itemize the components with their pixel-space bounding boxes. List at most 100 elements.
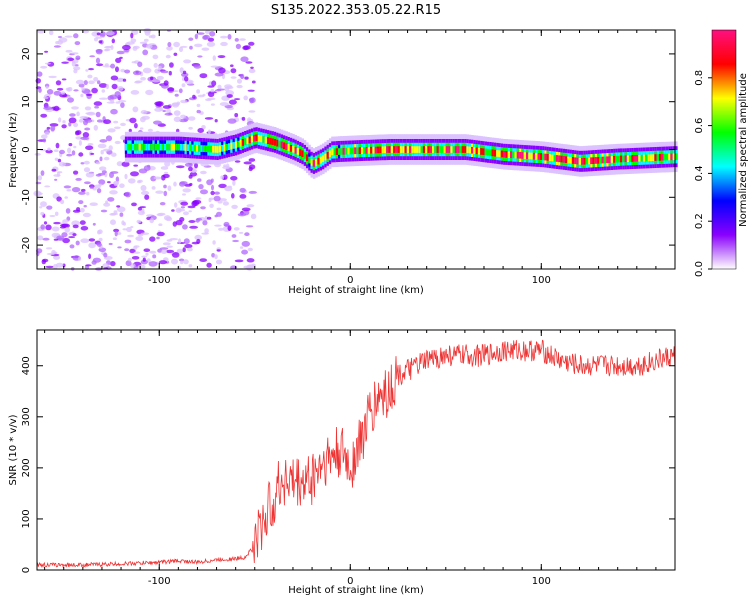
heatmap-noise-cell [239, 187, 246, 193]
heatmap-ridge-cell [138, 143, 142, 151]
heatmap-ridge-cell [317, 157, 320, 165]
heatmap-ridge-cell [422, 146, 426, 153]
heatmap-noise-cell [231, 204, 238, 209]
heatmap-noise-cell [214, 119, 218, 123]
heatmap-noise-cell [55, 262, 64, 268]
spectrogram-x-tick-label: 0 [347, 275, 353, 286]
heatmap-ridge-cell [161, 143, 165, 151]
heatmap-ridge-cell [342, 148, 346, 155]
heatmap-noise-cell [244, 232, 250, 237]
heatmap-noise-cell [98, 183, 103, 186]
heatmap-noise-cell [231, 234, 237, 238]
heatmap-ridge-cell [592, 157, 596, 164]
heatmap-ridge-cell [569, 156, 573, 164]
heatmap-noise-cell [96, 119, 103, 123]
heatmap-noise-cell [234, 38, 239, 42]
heatmap-noise-cell [46, 205, 53, 210]
heatmap-ridge-cell [581, 158, 584, 165]
heatmap-ridge-cell [271, 138, 275, 146]
heatmap-noise-cell [180, 201, 189, 206]
heatmap-ridge-cell [124, 143, 128, 151]
heatmap-noise-cell [71, 150, 76, 156]
heatmap-ridge-cell [379, 146, 382, 154]
heatmap-noise-cell [116, 205, 121, 208]
heatmap-noise-cell [140, 116, 146, 123]
heatmap-noise-cell [65, 49, 73, 53]
heatmap-ridge-cell [413, 146, 417, 153]
heatmap-noise-cell [174, 93, 179, 97]
heatmap-ridge-cell [356, 147, 359, 155]
heatmap-noise-cell [97, 143, 107, 149]
heatmap-noise-cell [157, 248, 163, 253]
heatmap-noise-cell [50, 125, 56, 132]
heatmap-ridge-cell [450, 146, 453, 153]
heatmap-ridge-cell [255, 134, 259, 142]
heatmap-ridge-cell [507, 151, 511, 158]
heatmap-ridge-cell [409, 146, 412, 153]
heatmap-noise-cell [99, 166, 107, 171]
heatmap-ridge-cell [473, 147, 476, 154]
heatmap-noise-cell [116, 161, 123, 167]
heatmap-ridge-cell [319, 156, 323, 164]
heatmap-noise-cell [159, 202, 166, 206]
heatmap-ridge-cell [638, 154, 641, 162]
heatmap-ridge-cell [551, 154, 554, 162]
heatmap-noise-cell [54, 211, 59, 216]
heatmap-noise-cell [98, 40, 103, 44]
heatmap-noise-cell [99, 97, 108, 100]
heatmap-ridge-cell [170, 143, 174, 151]
heatmap-noise-cell [227, 118, 237, 124]
heatmap-noise-cell [88, 253, 92, 260]
heatmap-ridge-cell [244, 138, 247, 145]
heatmap-noise-cell [155, 101, 164, 107]
heatmap-noise-cell [182, 224, 188, 230]
heatmap-noise-cell [180, 260, 184, 265]
heatmap-noise-cell [170, 258, 179, 265]
spectrogram-heatmap [33, 28, 678, 271]
heatmap-noise-cell [175, 165, 185, 169]
heatmap-ridge-cell [315, 159, 318, 166]
heatmap-noise-cell [214, 89, 222, 92]
heatmap-noise-cell [234, 113, 239, 118]
heatmap-noise-cell [113, 120, 119, 124]
heatmap-ridge-cell [301, 150, 304, 158]
heatmap-noise-cell [103, 148, 110, 152]
heatmap-noise-cell [64, 35, 73, 38]
heatmap-noise-cell [45, 149, 53, 154]
heatmap-noise-cell [130, 90, 140, 95]
heatmap-noise-cell [132, 70, 142, 76]
heatmap-ridge-cell [354, 147, 357, 155]
heatmap-noise-cell [194, 43, 203, 48]
heatmap-noise-cell [53, 45, 61, 48]
heatmap-noise-cell [107, 128, 116, 133]
heatmap-noise-cell [38, 87, 42, 93]
heatmap-noise-cell [105, 31, 115, 36]
heatmap-noise-cell [128, 178, 136, 184]
heatmap-noise-cell [130, 226, 134, 228]
heatmap-noise-cell [111, 38, 116, 44]
heatmap-ridge-cell [645, 154, 648, 162]
heatmap-noise-cell [169, 238, 179, 241]
heatmap-noise-cell [66, 153, 73, 157]
heatmap-noise-cell [45, 85, 49, 89]
heatmap-ridge-cell [177, 143, 181, 151]
colorbar: 0.0 0.2 0.4 0.6 0.8 Normalized spectral ampl… [694, 29, 749, 277]
heatmap-ridge-cell [659, 154, 662, 161]
heatmap-noise-cell [47, 147, 51, 151]
heatmap-ridge-cell [232, 142, 236, 149]
heatmap-noise-cell [132, 106, 139, 113]
heatmap-noise-cell [87, 143, 94, 146]
heatmap-ridge-cell [294, 146, 298, 154]
heatmap-noise-cell [95, 173, 102, 177]
heatmap-noise-cell [204, 30, 211, 34]
heatmap-ridge-cell [548, 154, 552, 161]
heatmap-noise-cell [40, 65, 48, 69]
heatmap-noise-cell [143, 28, 152, 34]
heatmap-ridge-cell [326, 152, 330, 159]
heatmap-noise-cell [128, 128, 132, 133]
heatmap-ridge-cell [193, 144, 197, 152]
heatmap-noise-cell [249, 97, 254, 104]
snr-x-axis-label: Height of straight line (km) [288, 585, 424, 596]
heatmap-noise-cell [105, 135, 113, 142]
heatmap-noise-cell [204, 215, 208, 222]
